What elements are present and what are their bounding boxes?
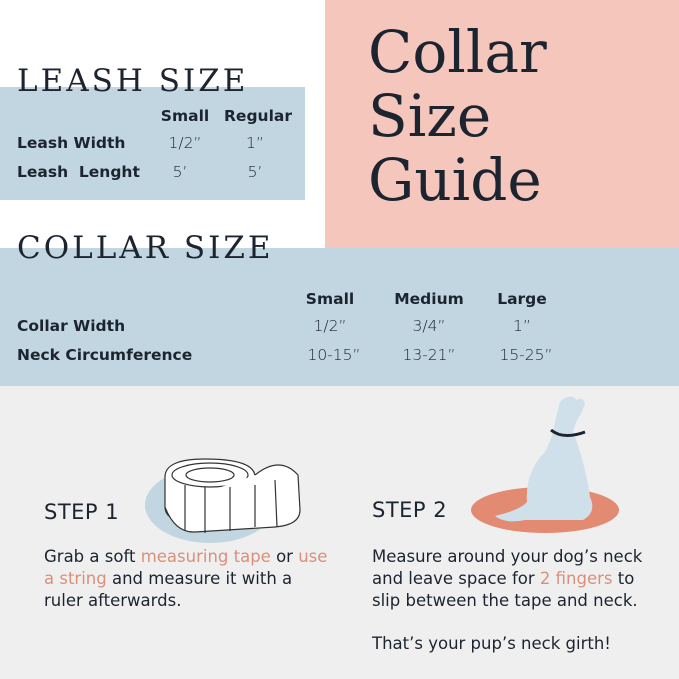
dog-silhouette-icon	[471, 396, 619, 533]
leash-value: 1”	[246, 134, 264, 152]
highlight-text: 2 fingers	[539, 569, 613, 588]
title-line: Collar	[368, 18, 547, 86]
highlight-text: measuring tape	[140, 547, 271, 566]
collar-value: 1/2”	[313, 317, 347, 335]
collar-title: COLLAR SIZE	[17, 230, 274, 266]
collar-value: 10-15”	[307, 346, 361, 364]
leash-value: 1/2”	[168, 134, 202, 152]
leash-header: Regular	[224, 107, 292, 125]
page-title: Collar Size Guide	[368, 20, 547, 212]
collar-row-label: Collar Width	[17, 317, 126, 335]
leash-row-label: Leash Lenght	[17, 163, 140, 181]
collar-value: 13-21”	[402, 346, 456, 364]
step2-title: STEP 2	[372, 498, 448, 522]
collar-row-label: Neck Circumference	[17, 346, 193, 364]
text: to slip between the tape and neck.	[372, 569, 638, 610]
collar-value: 1”	[513, 317, 531, 335]
text: and measure it with a ruler afterwards.	[44, 569, 293, 610]
leash-value: 5’	[247, 163, 263, 181]
collar-band	[0, 248, 679, 386]
leash-value: 5’	[172, 163, 188, 181]
text: Grab a soft	[44, 547, 141, 566]
step1-text: Grab a soft measuring tape or use a stri…	[44, 546, 334, 612]
title-line: Guide	[368, 146, 542, 214]
collar-header: Medium	[394, 290, 464, 308]
step2-closing: That’s your pup’s neck girth!	[372, 634, 611, 653]
collar-header: Small	[305, 290, 355, 308]
text: or	[270, 547, 299, 566]
leash-row-label: Leash Width	[17, 134, 126, 152]
collar-value: 15-25”	[499, 346, 553, 364]
leash-band	[0, 87, 305, 200]
leash-title: LEASH SIZE	[17, 63, 249, 99]
measuring-tape-icon	[145, 458, 301, 543]
collar-value: 3/4”	[412, 317, 446, 335]
collar-header: Large	[497, 290, 547, 308]
step1-title: STEP 1	[44, 500, 120, 524]
highlight-text: use a string	[44, 547, 328, 588]
leash-header: Small	[160, 107, 210, 125]
title-line: Size	[368, 82, 492, 150]
title-panel	[325, 0, 679, 248]
step2-text: Measure around your dog’s neck and leave…	[372, 546, 657, 612]
text: Measure around your dog’s neck and leave…	[372, 547, 643, 588]
